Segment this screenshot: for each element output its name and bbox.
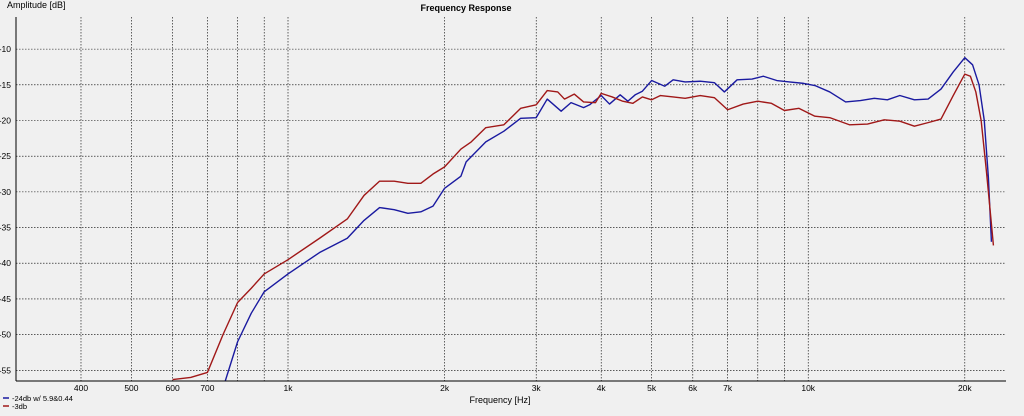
series-line-1 (224, 56, 993, 381)
x-tick-label: 400 (74, 383, 88, 393)
y-tick-label: -40 (0, 258, 11, 268)
x-tick-label: 10k (801, 383, 815, 393)
x-tick-label: 6k (688, 383, 698, 393)
y-tick-label: -55 (0, 365, 11, 375)
plot-background (16, 17, 1006, 381)
axes (15, 17, 1006, 382)
y-tick-label: -15 (0, 80, 11, 90)
x-tick-label: 7k (723, 383, 733, 393)
x-tick-label: 3k (532, 383, 542, 393)
series-layer (172, 56, 995, 381)
x-axis-label: Frequency [Hz] (469, 395, 530, 405)
x-tick-label: 4k (597, 383, 607, 393)
x-tick-label: 600 (166, 383, 180, 393)
plot-area (16, 17, 1006, 381)
x-tick-label: 5k (647, 383, 657, 393)
y-tick-label: -20 (0, 115, 11, 125)
grid-lines (16, 17, 1006, 381)
y-axis-label: Amplitude [dB] (7, 0, 66, 10)
chart-title: Frequency Response (420, 3, 511, 13)
y-tick-label: -35 (0, 223, 11, 233)
y-tick-label: -25 (0, 151, 11, 161)
legend-label: -24db w/ 5.9&0.44 (12, 394, 73, 403)
y-tick-label: -50 (0, 330, 11, 340)
x-tick-label: 500 (124, 383, 138, 393)
series-line-2 (172, 73, 995, 381)
x-tick-label: 1k (284, 383, 294, 393)
legend-label: -3db (12, 402, 27, 411)
legend: -24db w/ 5.9&0.44-3db (3, 394, 73, 411)
y-tick-label: -45 (0, 294, 11, 304)
x-tick-label: 700 (200, 383, 214, 393)
tick-labels: -10 -15 -20 -25 -30 -35 -40 -45 -50 -55 400 500 600 7… (0, 44, 972, 393)
x-tick-label: 2k (440, 383, 450, 393)
y-tick-label: -30 (0, 187, 11, 197)
y-tick-label: -10 (0, 44, 11, 54)
x-tick-label: 20k (958, 383, 972, 393)
